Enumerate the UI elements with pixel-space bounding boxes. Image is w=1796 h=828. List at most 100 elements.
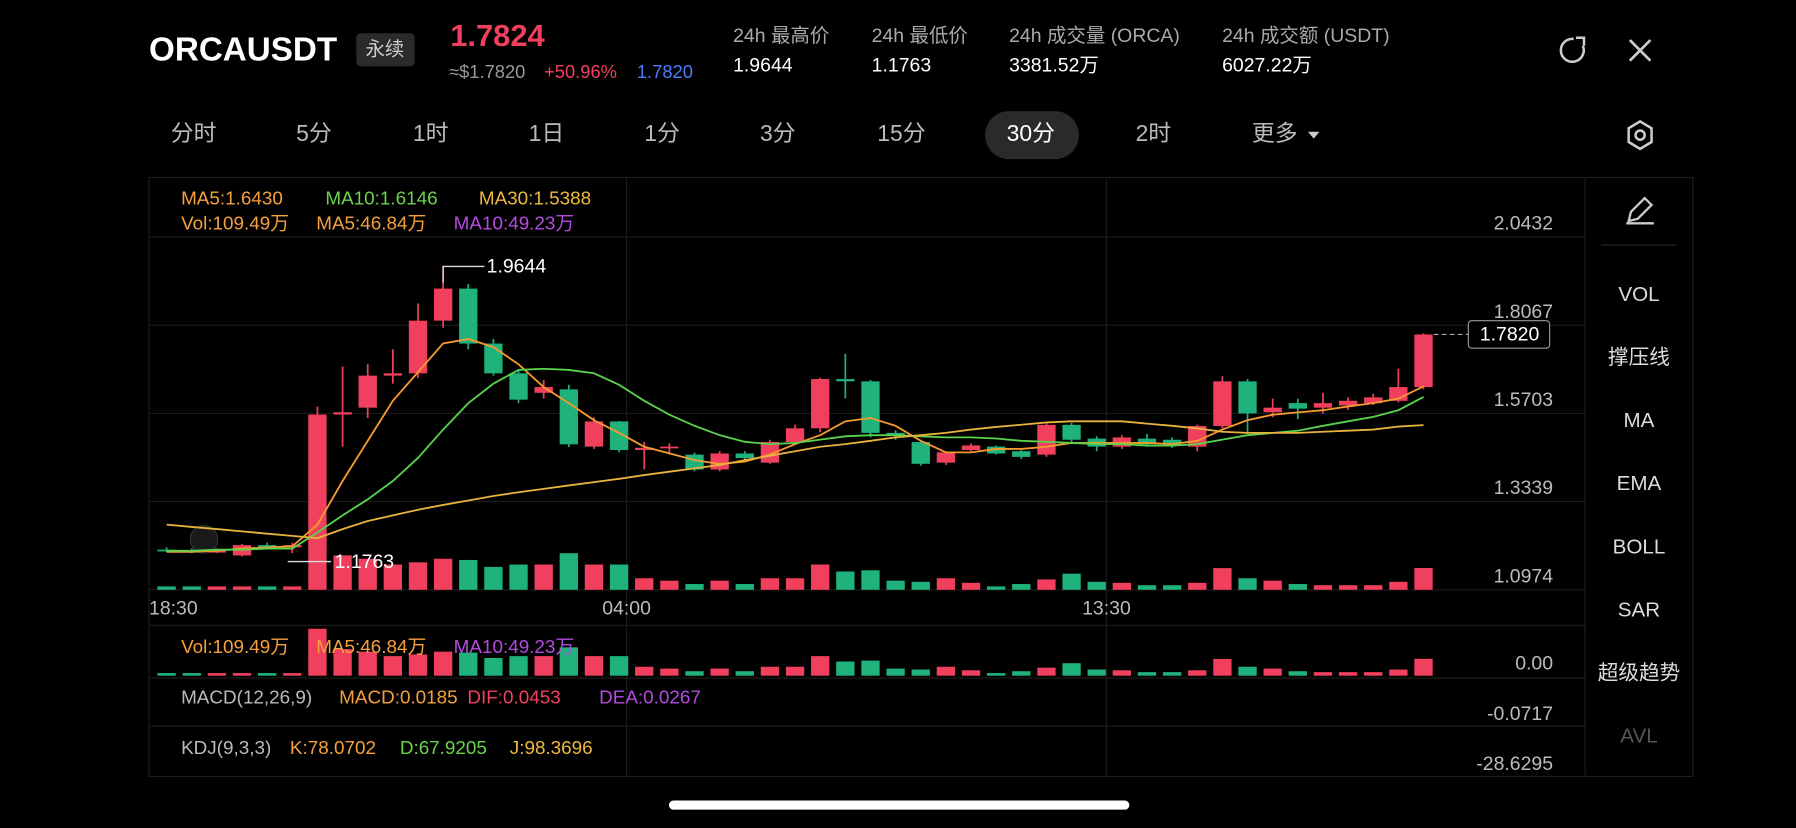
chart-badge [189, 525, 219, 554]
volume-bar [207, 673, 227, 676]
volume-bar [283, 586, 302, 590]
volume-bar [685, 671, 704, 676]
active-tab-bg [985, 111, 1079, 160]
tab[interactable]: 分时 [171, 120, 217, 146]
volume-bar [1338, 585, 1358, 590]
side-item[interactable]: 撑压线 [1608, 346, 1670, 369]
volume-bar [1238, 666, 1257, 676]
volume-bar [987, 586, 1006, 590]
low-label: 1.1763 [335, 551, 395, 573]
stat-value: 3381.52万 [1009, 55, 1099, 77]
side-item[interactable]: 超级趋势 [1598, 662, 1680, 685]
candle-body [1137, 438, 1157, 445]
tab[interactable]: 1分 [644, 120, 680, 146]
vol-legend: MA5:46.84万 [316, 213, 426, 234]
volume-bar [886, 580, 905, 590]
volume-bar [1313, 585, 1333, 590]
side-item[interactable]: VOL [1618, 283, 1659, 306]
candle-body [961, 445, 981, 451]
side-item[interactable]: AVL [1620, 725, 1657, 748]
volume-bar [157, 586, 176, 590]
vol-legend: MA10:49.23万 [454, 213, 575, 234]
volume-bar [1062, 663, 1081, 676]
volume-bar [1037, 667, 1056, 676]
candle-body [157, 549, 176, 552]
candle-body [710, 453, 729, 470]
tab[interactable]: 2时 [1136, 120, 1172, 146]
volume-bar [459, 559, 478, 590]
side-item[interactable]: MA [1624, 409, 1655, 432]
volume-bar [258, 586, 277, 590]
candle-body [1238, 381, 1257, 414]
tab[interactable]: 15分 [877, 120, 925, 146]
ma-legend: MA30:1.5388 [479, 188, 591, 209]
volume-bar [1364, 672, 1383, 676]
volume-bar [509, 656, 528, 676]
volume-bar [182, 586, 201, 590]
panel-legend: DEA:0.0267 [599, 688, 701, 709]
volume-bar [1213, 568, 1232, 590]
last-price-box [1467, 320, 1551, 349]
candle-body [1364, 397, 1383, 404]
volume-bar [1112, 582, 1132, 590]
candle-body [559, 389, 578, 445]
close-icon[interactable] [1628, 39, 1652, 62]
volume-bar [1213, 658, 1232, 676]
volume-bar [635, 666, 654, 676]
candle-body [1414, 334, 1433, 388]
tab[interactable]: 1日 [529, 120, 565, 146]
candle-body [1213, 381, 1232, 426]
volume-bar [584, 564, 604, 590]
candle-body [609, 421, 629, 451]
volume-bar [1112, 670, 1132, 676]
more-arrow[interactable] [1307, 131, 1320, 139]
candle-body [584, 421, 604, 447]
volume-bar [961, 582, 981, 590]
last-price: 1.7824 [450, 18, 545, 53]
tab[interactable]: 更多 [1252, 120, 1298, 146]
volume-bar [811, 564, 830, 590]
settings-icon[interactable] [1627, 119, 1653, 151]
home-indicator [668, 800, 1130, 810]
candle-body [383, 373, 403, 376]
edit-icon[interactable] [1626, 196, 1654, 225]
volume-bar [861, 570, 880, 590]
x-tick-label: 13:30 [1082, 597, 1131, 619]
side-item[interactable]: SAR [1618, 598, 1660, 621]
tab[interactable]: 5分 [296, 120, 332, 146]
candle-body [660, 446, 679, 449]
price-plot [157, 266, 1433, 590]
candle-body [987, 446, 1006, 454]
volume-bar [911, 669, 930, 676]
volume-bar [710, 668, 729, 676]
mark-price: 1.7820 [637, 61, 693, 82]
tab[interactable]: 3分 [760, 120, 796, 146]
candle-body [1162, 439, 1182, 446]
refresh-icon[interactable] [1559, 36, 1586, 63]
panel-legend: J:98.3696 [510, 738, 593, 759]
volume-bar [735, 671, 754, 676]
tab[interactable]: 30分 [1007, 120, 1055, 146]
volume-bar [1162, 585, 1182, 590]
volume-bar [1288, 584, 1307, 590]
side-item[interactable]: BOLL [1613, 535, 1666, 558]
volume-bar [760, 666, 780, 676]
panel-axis-label: -28.6295 [1476, 753, 1553, 775]
tab[interactable]: 1时 [413, 120, 449, 146]
ma-line [166, 367, 1424, 552]
volume-bar [1389, 669, 1408, 676]
volume-bar [1389, 581, 1408, 590]
volume-bar [961, 670, 981, 676]
side-item[interactable]: EMA [1617, 472, 1662, 495]
volume-bar [936, 666, 956, 676]
candle-body [1112, 437, 1132, 447]
volume-bar [987, 673, 1006, 676]
volume-bar [1364, 585, 1383, 590]
volume-panel [157, 628, 1433, 676]
volume-bar [1012, 584, 1031, 590]
y-tick-label: 1.0974 [1494, 565, 1554, 587]
candle-body [936, 452, 956, 463]
candle-body [1037, 424, 1056, 455]
